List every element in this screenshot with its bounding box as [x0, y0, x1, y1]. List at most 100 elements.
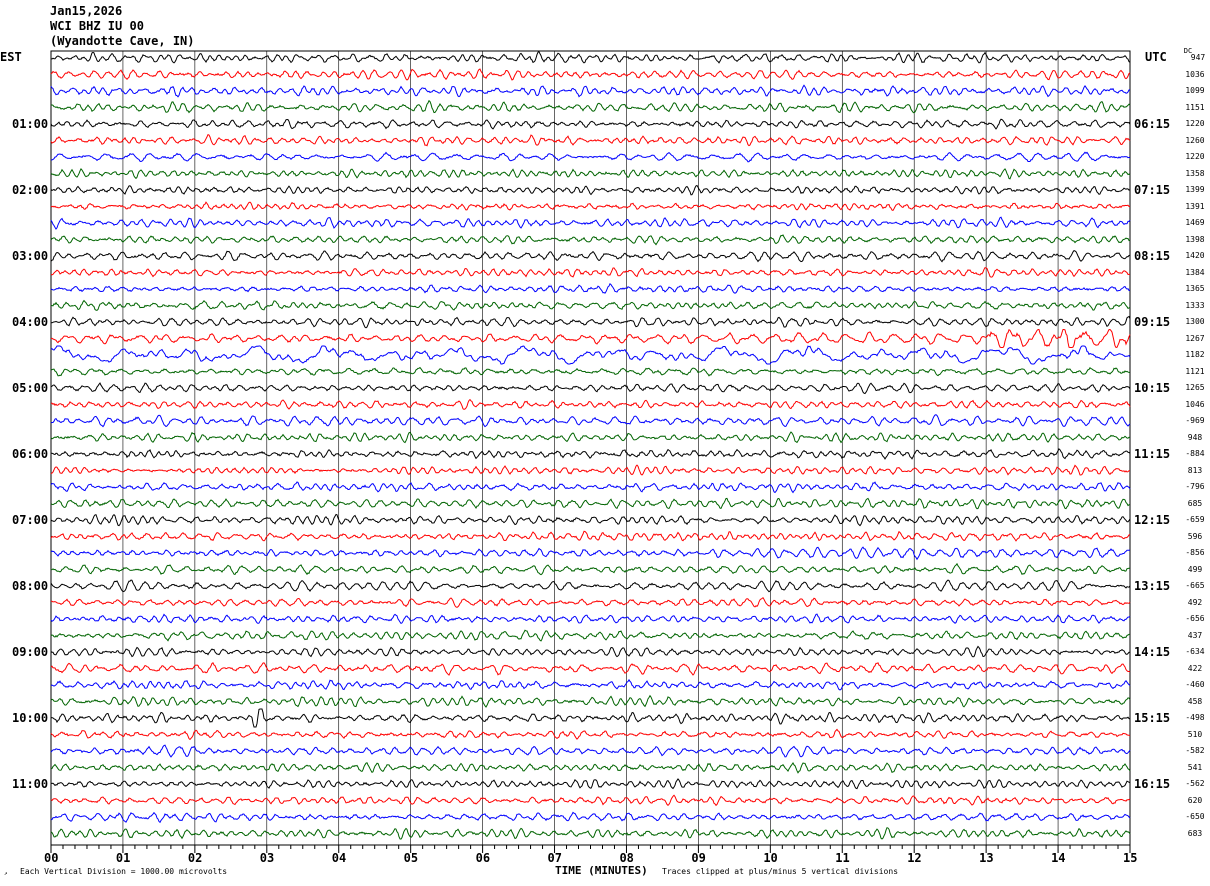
- dc-offset-label: 1267: [1185, 333, 1205, 343]
- utc-time-label: 10:15: [1134, 381, 1171, 395]
- clip-note: Traces clipped at plus/minus 5 vertical …: [662, 867, 899, 876]
- utc-time-label: 14:15: [1134, 645, 1171, 659]
- trace-row-32: [50, 579, 1131, 593]
- dc-offset-label: -656: [1185, 614, 1205, 623]
- dc-title: DC: [1183, 47, 1193, 55]
- est-time-label: 10:00: [12, 711, 49, 725]
- dc-offset-label: -884: [1185, 449, 1205, 458]
- x-tick-label: 10: [763, 851, 778, 865]
- dc-offset-label: 620: [1187, 795, 1203, 805]
- dc-offset-label: 685: [1187, 498, 1203, 508]
- trace-row-14: [50, 283, 1131, 294]
- dc-offset-label: 1220: [1185, 152, 1205, 161]
- utc-time-label: 08:15: [1134, 249, 1171, 263]
- dc-offset-label: 1399: [1185, 185, 1205, 194]
- x-tick-label: 02: [187, 851, 203, 865]
- x-tick-label: 13: [979, 851, 994, 865]
- location-label: (Wyandotte Cave, IN): [50, 34, 195, 48]
- dc-offset-label: 1121: [1185, 366, 1205, 376]
- trace-row-24: [50, 448, 1131, 460]
- dc-offset-label: 1182: [1185, 350, 1205, 359]
- x-tick-label: 14: [1051, 851, 1066, 865]
- trace-row-3: [50, 99, 1131, 114]
- dc-offset-label: 948: [1187, 432, 1203, 442]
- trace-row-10: [50, 216, 1131, 230]
- trace-row-16: [51, 315, 1131, 329]
- dc-offset-label: 1036: [1185, 69, 1205, 79]
- trace-row-34: [50, 613, 1131, 625]
- est-time-label: 08:00: [12, 579, 49, 593]
- x-tick-label: 09: [691, 851, 706, 865]
- x-axis-title: TIME (MINUTES): [555, 864, 648, 877]
- utc-time-label: 13:15: [1134, 579, 1171, 593]
- dc-offset-label: -460: [1185, 680, 1205, 689]
- utc-time-label: 07:15: [1134, 183, 1171, 197]
- dc-offset-label: -650: [1185, 812, 1205, 821]
- dc-offset-label: 1260: [1185, 135, 1205, 145]
- trace-row-4: [50, 118, 1131, 130]
- dc-offset-label: 813: [1187, 465, 1203, 475]
- trace-row-40: [50, 708, 1131, 728]
- est-time-label: 02:00: [12, 183, 49, 197]
- dc-offset-label: 1365: [1185, 284, 1205, 293]
- dc-offset-label: 1220: [1185, 119, 1205, 128]
- dc-offset-label: 1398: [1185, 234, 1205, 244]
- trace-row-19: [50, 366, 1131, 377]
- trace-row-5: [50, 133, 1131, 147]
- trace-row-30: [50, 546, 1131, 561]
- trace-row-12: [50, 249, 1131, 263]
- dc-offset-label: 1391: [1185, 201, 1205, 211]
- trace-row-9: [50, 201, 1131, 211]
- est-time-label: 09:00: [12, 645, 49, 659]
- trace-row-7: [50, 168, 1131, 180]
- trace-row-0: [50, 51, 1131, 64]
- est-time-label: 04:00: [12, 315, 49, 329]
- utc-time-label: 16:15: [1134, 777, 1171, 791]
- trace-row-17: [50, 328, 1131, 349]
- dc-offset-label: 596: [1187, 531, 1203, 541]
- dc-offset-label: 510: [1187, 729, 1203, 739]
- x-tick-label: 03: [259, 851, 275, 865]
- x-tick-label: 07: [547, 851, 562, 865]
- x-tick-label: 11: [835, 851, 850, 865]
- dc-offset-label: 1151: [1185, 102, 1205, 112]
- dc-offset-label: 1099: [1185, 86, 1205, 95]
- dc-offset-label: 1384: [1185, 267, 1205, 277]
- trace-row-8: [50, 184, 1131, 196]
- dc-offset-label: -969: [1185, 416, 1205, 425]
- trace-row-46: [50, 811, 1131, 824]
- dc-offset-label: 1333: [1185, 300, 1205, 310]
- dc-offset-label: 1300: [1185, 317, 1205, 326]
- trace-row-37: [50, 662, 1131, 676]
- x-tick-label: 05: [403, 851, 419, 865]
- dc-offset-label: 1358: [1185, 168, 1205, 178]
- scale-note: Each Vertical Division = 1000.00 microvo…: [20, 867, 228, 876]
- plot-frame: [50, 50, 1131, 846]
- trace-row-13: [50, 267, 1131, 278]
- x-tick-label: 01: [115, 851, 131, 865]
- dc-offset-label: 1469: [1185, 218, 1205, 227]
- trace-row-25: [50, 464, 1130, 476]
- trace-row-31: [50, 562, 1131, 576]
- trace-row-6: [50, 151, 1131, 163]
- utc-time-label: 06:15: [1134, 117, 1171, 131]
- dc-offset-label: -796: [1185, 482, 1205, 491]
- logo-mark-icon: ↗: [4, 870, 8, 877]
- dc-offset-label: 437: [1187, 630, 1203, 640]
- trace-row-43: [50, 762, 1131, 774]
- trace-row-20: [50, 382, 1131, 395]
- x-tick-label: 12: [907, 851, 922, 865]
- est-time-label: 05:00: [12, 381, 49, 395]
- utc-time-label: 11:15: [1134, 447, 1171, 461]
- trace-row-22: [50, 414, 1131, 428]
- utc-time-label: 09:15: [1134, 315, 1171, 329]
- trace-row-27: [50, 497, 1130, 510]
- trace-row-2: [50, 84, 1131, 98]
- dc-offset-label: 947: [1190, 53, 1206, 62]
- trace-row-15: [50, 299, 1131, 311]
- x-tick-label: 15: [1123, 851, 1138, 865]
- trace-row-26: [50, 481, 1131, 494]
- x-tick-label: 04: [331, 851, 347, 865]
- dc-offset-label: 541: [1187, 762, 1203, 772]
